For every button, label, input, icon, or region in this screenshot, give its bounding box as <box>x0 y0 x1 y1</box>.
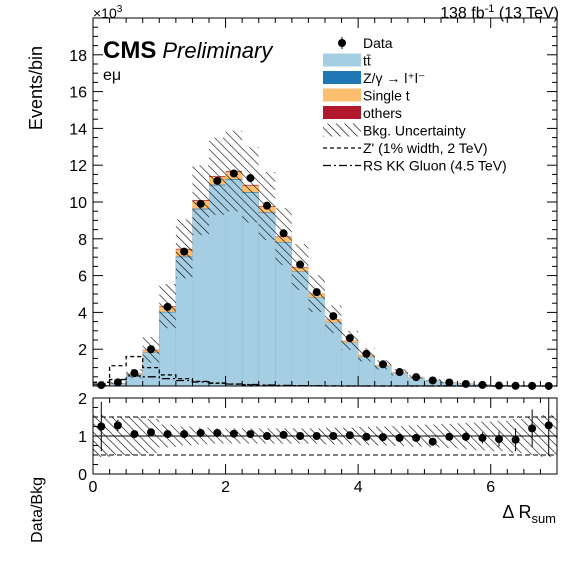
legend-fill-swatch <box>323 71 361 84</box>
stack-bar <box>209 185 226 386</box>
uncertainty-hatch <box>242 147 259 222</box>
data-point <box>197 200 205 208</box>
data-point <box>462 380 470 388</box>
ratio-y-tick-label: 1 <box>78 429 87 446</box>
y-tick-label: 14 <box>69 121 87 138</box>
ratio-point <box>545 421 553 429</box>
ratio-point <box>114 421 122 429</box>
x-tick-label: 4 <box>354 479 363 496</box>
x-tick-label: 0 <box>89 479 98 496</box>
lumi-label: 138 fb-1 (13 TeV) <box>440 3 559 22</box>
data-point <box>180 248 188 256</box>
y-tick-label: 12 <box>69 158 87 175</box>
data-point <box>346 334 354 342</box>
ratio-point <box>512 436 520 444</box>
legend-label: others <box>363 105 402 121</box>
data-point <box>445 379 453 387</box>
ratio-point <box>329 432 337 440</box>
stack-bar <box>192 209 209 386</box>
legend-fill-swatch <box>323 89 361 102</box>
y-tick-label: 6 <box>78 269 87 286</box>
y-tick-label: 18 <box>69 48 87 65</box>
legend-label: Data <box>363 35 393 51</box>
data-point <box>362 350 370 358</box>
data-point <box>412 373 420 381</box>
data-point <box>147 345 155 353</box>
ratio-point <box>313 432 321 440</box>
y-axis-label: Events/bin <box>26 46 46 130</box>
data-point <box>329 312 337 320</box>
data-point <box>164 303 172 311</box>
legend-label: Z' (1% width, 2 TeV) <box>363 140 488 156</box>
ratio-point <box>197 429 205 437</box>
y-tick-label: 2 <box>78 342 87 359</box>
ratio-point <box>213 429 221 437</box>
ratio-panel: 0 1 2 0 2 4 6 Data/Bkg Δ Rsum <box>29 391 557 543</box>
legend-label: RS KK Gluon (4.5 TeV) <box>363 158 507 174</box>
ratio-point <box>263 432 271 440</box>
ratio-point <box>346 431 354 439</box>
ratio-point <box>97 423 105 431</box>
channel-label: eμ <box>103 67 121 84</box>
ratio-point <box>230 430 238 438</box>
y-tick-label: 16 <box>69 85 87 102</box>
data-point <box>313 288 321 296</box>
data-point <box>280 229 288 237</box>
ratio-point <box>379 433 387 441</box>
ratio-point <box>412 434 420 442</box>
ratio-point <box>445 433 453 441</box>
data-point <box>379 360 387 368</box>
data-point <box>296 261 304 269</box>
data-point <box>246 174 254 182</box>
ratio-point <box>246 430 254 438</box>
data-point <box>213 177 221 185</box>
ratio-point <box>147 428 155 436</box>
ratio-point <box>280 431 288 439</box>
legend-label: tt̄ <box>363 53 371 69</box>
legend-fill-swatch <box>323 54 361 67</box>
ratio-point <box>495 435 503 443</box>
ratio-y-axis-label: Data/Bkg <box>29 477 46 543</box>
ratio-y-tick-label: 2 <box>78 391 87 408</box>
data-point <box>478 381 486 389</box>
x-axis-label: Δ Rsum <box>502 502 556 526</box>
x-tick-label: 6 <box>486 479 495 496</box>
ratio-point <box>180 430 188 438</box>
data-point <box>263 202 271 210</box>
data-point <box>114 378 122 386</box>
ratio-point <box>528 424 536 432</box>
ratio-point <box>429 438 437 446</box>
legend-hatch-swatch <box>323 124 361 137</box>
ratio-point <box>478 434 486 442</box>
ratio-point <box>362 433 370 441</box>
data-point <box>429 376 437 384</box>
legend-label: Z/γ → l⁺l⁻ <box>363 70 425 86</box>
legend-data-marker <box>338 39 346 47</box>
legend-label: Bkg. Uncertainty <box>363 123 466 139</box>
ratio-point <box>462 433 470 441</box>
y-tick-label: 8 <box>78 232 87 249</box>
ratio-point <box>296 432 304 440</box>
data-point <box>130 369 138 377</box>
y-tick-label: 4 <box>78 305 87 322</box>
data-point <box>396 368 404 376</box>
legend-fill-swatch <box>323 106 361 119</box>
data-point <box>97 381 105 389</box>
x-tick-label: 2 <box>221 479 230 496</box>
y-tick-label: 10 <box>69 195 87 212</box>
legend-label: Single t <box>363 88 410 104</box>
ratio-point <box>164 430 172 438</box>
ratio-point <box>130 430 138 438</box>
uncertainty-hatch <box>209 138 226 215</box>
ratio-y-tick-label: 0 <box>78 467 87 484</box>
data-point <box>230 169 238 177</box>
ratio-point <box>396 434 404 442</box>
